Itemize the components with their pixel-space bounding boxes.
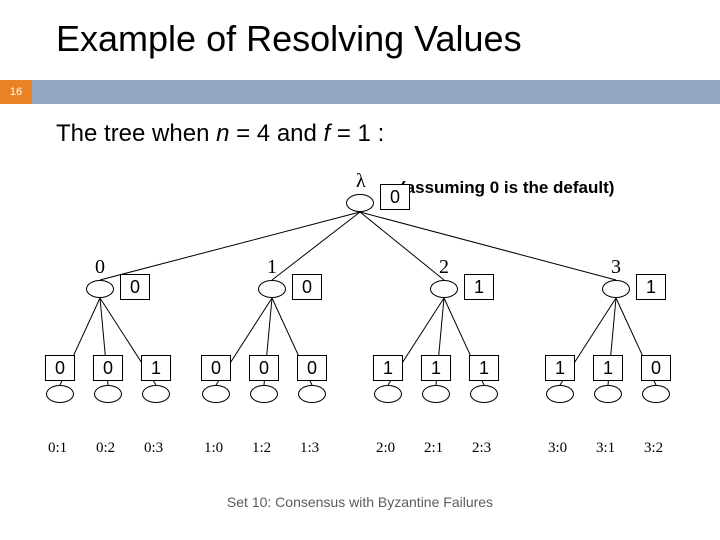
slide-stripe-bar (32, 80, 720, 104)
leaf-node (250, 385, 278, 403)
leaf-label: 0:1 (48, 440, 67, 457)
root-value: 0 (380, 184, 410, 210)
mid-node (86, 280, 114, 298)
leaf-node (46, 385, 74, 403)
leaf-node (374, 385, 402, 403)
tree-diagram: λ00010213100:100:210:301:001:201:312:012… (40, 160, 680, 460)
leaf-node (642, 385, 670, 403)
subtitle-post: = 1 : (330, 120, 384, 147)
leaf-label: 2:0 (376, 440, 395, 457)
leaf-label: 1:2 (252, 440, 271, 457)
leaf-label: 3:2 (644, 440, 663, 457)
leaf-node (546, 385, 574, 403)
slide-number-badge: 16 (0, 80, 32, 104)
subtitle-pre: The tree when (56, 120, 216, 147)
leaf-label: 0:3 (144, 440, 163, 457)
mid-label: 3 (611, 256, 621, 279)
leaf-label: 1:0 (204, 440, 223, 457)
leaf-value: 0 (297, 355, 327, 381)
leaf-node (470, 385, 498, 403)
leaf-label: 0:2 (96, 440, 115, 457)
leaf-value: 1 (141, 355, 171, 381)
root-lambda: λ (356, 170, 366, 193)
leaf-value: 0 (93, 355, 123, 381)
leaf-label: 3:1 (596, 440, 615, 457)
leaf-node (142, 385, 170, 403)
slide-footer: Set 10: Consensus with Byzantine Failure… (0, 494, 720, 510)
leaf-node (422, 385, 450, 403)
mid-label: 1 (267, 256, 277, 279)
leaf-label: 2:3 (472, 440, 491, 457)
leaf-value: 1 (545, 355, 575, 381)
subtitle: The tree when n = 4 and f = 1 : (56, 120, 384, 148)
mid-node (602, 280, 630, 298)
mid-node (430, 280, 458, 298)
leaf-node (594, 385, 622, 403)
leaf-value: 0 (249, 355, 279, 381)
slide-stripe: 16 (0, 80, 720, 104)
mid-label: 0 (95, 256, 105, 279)
mid-value: 1 (636, 274, 666, 300)
leaf-value: 0 (45, 355, 75, 381)
leaf-label: 1:3 (300, 440, 319, 457)
mid-label: 2 (439, 256, 449, 279)
leaf-value: 1 (593, 355, 623, 381)
subtitle-mid: = 4 and (229, 120, 323, 147)
mid-value: 0 (120, 274, 150, 300)
leaf-label: 3:0 (548, 440, 567, 457)
leaf-value: 1 (469, 355, 499, 381)
leaf-value: 1 (373, 355, 403, 381)
leaf-label: 2:1 (424, 440, 443, 457)
leaf-value: 0 (201, 355, 231, 381)
mid-value: 0 (292, 274, 322, 300)
subtitle-n: n (216, 120, 229, 147)
leaf-value: 1 (421, 355, 451, 381)
leaf-node (202, 385, 230, 403)
leaf-node (94, 385, 122, 403)
slide-title: Example of Resolving Values (0, 0, 720, 60)
mid-node (258, 280, 286, 298)
root-node (346, 194, 374, 212)
leaf-node (298, 385, 326, 403)
leaf-value: 0 (641, 355, 671, 381)
mid-value: 1 (464, 274, 494, 300)
